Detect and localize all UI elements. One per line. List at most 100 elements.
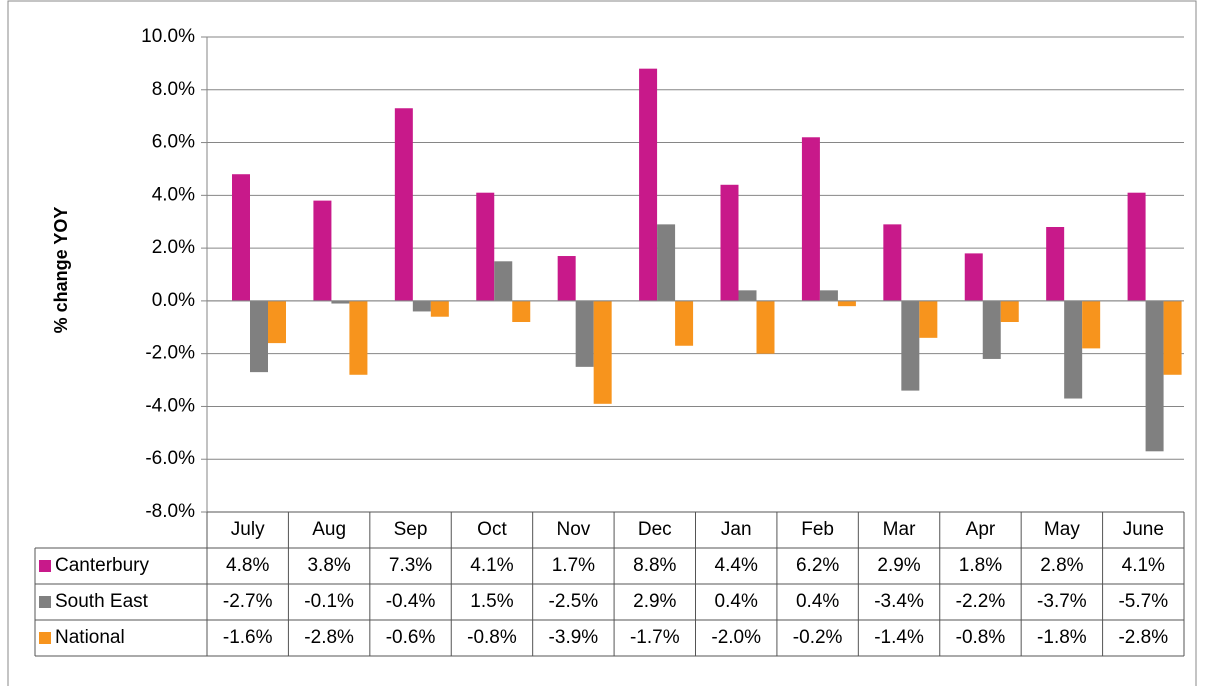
bar (819, 290, 838, 301)
bar (720, 184, 739, 301)
table-cell: 2.9% (633, 591, 676, 612)
table-cell: 2.8% (1040, 555, 1083, 576)
bar (883, 224, 902, 301)
x-tick-label: June (1123, 519, 1164, 540)
bar (250, 300, 268, 373)
x-tick-label: Sep (394, 519, 428, 540)
bar (232, 174, 250, 301)
table-cell: -2.0% (711, 627, 761, 648)
y-tick-label: -4.0% (145, 395, 195, 416)
table-cell: -0.1% (304, 591, 354, 612)
y-tick-label: 8.0% (152, 79, 195, 100)
bar (557, 256, 576, 301)
bar (575, 300, 594, 367)
bar (1145, 300, 1164, 452)
y-tick-label: -8.0% (145, 501, 195, 522)
table-cell: -1.8% (1037, 627, 1087, 648)
bar (593, 300, 612, 404)
bar (512, 300, 531, 322)
y-tick-label: 0.0% (152, 290, 195, 311)
table-cell: -3.9% (549, 627, 599, 648)
table-cell: 4.1% (470, 555, 513, 576)
bar (919, 300, 938, 338)
y-tick-label: -2.0% (145, 343, 195, 364)
bar (430, 300, 449, 317)
bar (1064, 300, 1083, 399)
bar (313, 200, 332, 301)
bar (1127, 192, 1146, 301)
table-cell: 0.4% (715, 591, 758, 612)
x-tick-label: Apr (966, 519, 996, 540)
table-cell: -1.7% (630, 627, 680, 648)
x-tick-label: Feb (801, 519, 834, 540)
bar (801, 137, 820, 301)
bar (494, 261, 513, 301)
bar (268, 300, 286, 344)
legend-label: South East (55, 591, 149, 612)
table-cell: -0.6% (386, 627, 436, 648)
y-tick-label: 2.0% (152, 237, 195, 258)
table-cell: -2.5% (549, 591, 599, 612)
table-cell: -3.4% (874, 591, 924, 612)
table-cell: 0.4% (796, 591, 839, 612)
table-cell: 2.9% (877, 555, 920, 576)
table-cell: 4.4% (715, 555, 758, 576)
x-tick-label: July (231, 519, 265, 540)
table-cell: -0.2% (793, 627, 843, 648)
table-cell: -1.6% (223, 627, 273, 648)
table-cell: 6.2% (796, 555, 839, 576)
bar (964, 253, 983, 301)
chart-border (7, 0, 1197, 686)
x-tick-label: Dec (638, 519, 672, 540)
table-cell: -1.4% (874, 627, 924, 648)
legend-key (39, 596, 51, 608)
table-cell: -3.7% (1037, 591, 1087, 612)
table-cell: 3.8% (307, 555, 350, 576)
bar (1082, 300, 1101, 349)
bar (412, 300, 431, 312)
y-tick-label: 10.0% (141, 26, 195, 47)
x-tick-label: Jan (721, 519, 752, 540)
table-cell: 1.7% (552, 555, 595, 576)
x-tick-label: Nov (556, 519, 590, 540)
x-tick-label: May (1044, 519, 1080, 540)
legend-key (39, 560, 51, 572)
bar (837, 300, 856, 307)
bar (756, 300, 775, 354)
table-cell: 8.8% (633, 555, 676, 576)
legend-label: National (55, 627, 125, 648)
bar (657, 224, 676, 301)
table-cell: -2.8% (1118, 627, 1168, 648)
table-cell: -0.8% (956, 627, 1006, 648)
bar (349, 300, 368, 375)
bar (639, 68, 658, 301)
bar (675, 300, 694, 346)
bar (1046, 227, 1065, 301)
bar (901, 300, 920, 391)
bar (1163, 300, 1182, 375)
table-cell: -2.8% (304, 627, 354, 648)
table-cell: -2.2% (956, 591, 1006, 612)
x-tick-label: Oct (477, 519, 507, 540)
bar (982, 300, 1001, 359)
bar (331, 300, 350, 304)
y-tick-label: 4.0% (152, 184, 195, 205)
table-cell: -0.4% (386, 591, 436, 612)
table-cell: 1.5% (470, 591, 513, 612)
table-cell: 7.3% (389, 555, 432, 576)
table-cell: 4.1% (1122, 555, 1165, 576)
legend-key (39, 632, 51, 644)
table-cell: -2.7% (223, 591, 273, 612)
bar (1000, 300, 1019, 322)
bar (476, 192, 495, 301)
bar (394, 108, 413, 301)
table-cell: -5.7% (1118, 591, 1168, 612)
legend-label: Canterbury (55, 555, 149, 576)
table-cell: -0.8% (467, 627, 517, 648)
table-cell: 4.8% (226, 555, 269, 576)
y-axis-title: % change YOY (51, 207, 71, 334)
y-tick-label: 6.0% (152, 132, 195, 153)
y-tick-label: -6.0% (145, 448, 195, 469)
